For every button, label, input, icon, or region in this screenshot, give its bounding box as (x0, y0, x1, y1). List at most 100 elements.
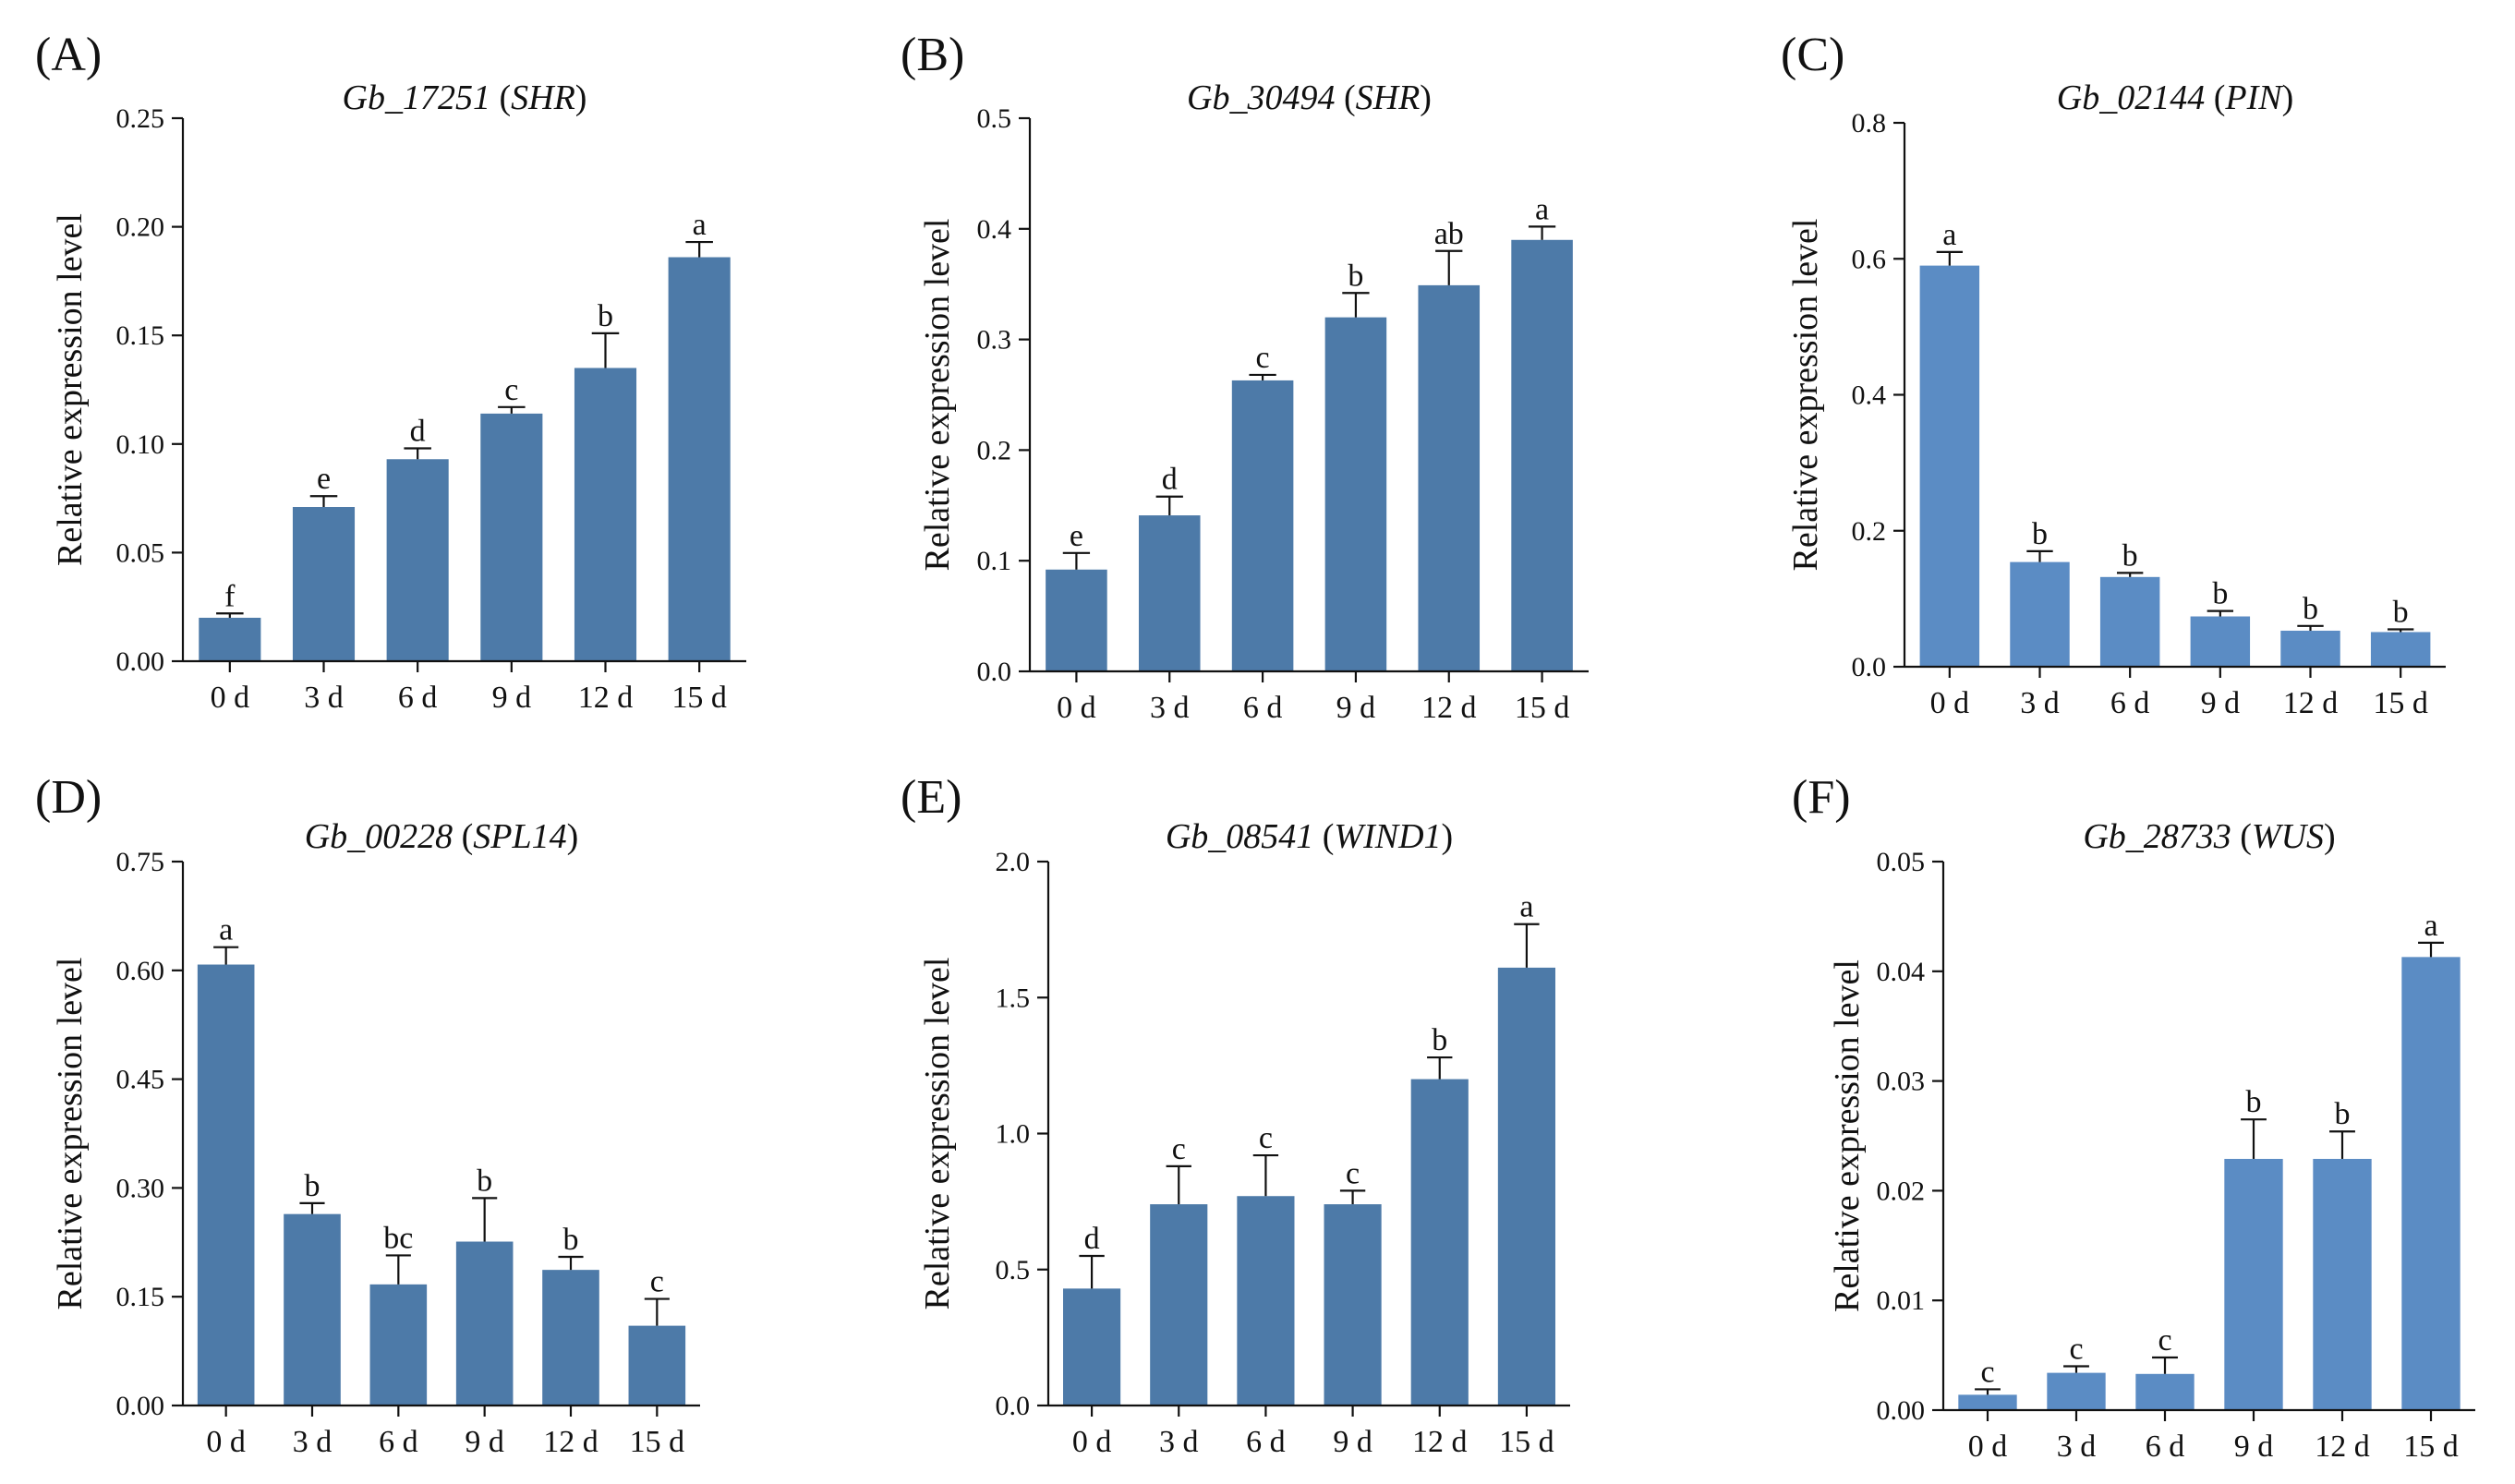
significance-letter: a (1942, 218, 1956, 252)
bar (2099, 576, 2160, 667)
significance-letter: d (410, 415, 426, 449)
significance-letter: b (563, 1223, 579, 1257)
title-paren-close: ) (575, 78, 587, 117)
chart-title: Gb_02144 (PIN) (2057, 78, 2293, 117)
y-tick-label: 0.30 (116, 1173, 165, 1203)
y-tick-label: 0.5 (996, 1255, 1031, 1285)
title-gene-id: Gb_00228 (305, 817, 462, 856)
bar (1958, 1394, 2017, 1410)
x-tick-label: 0 d (1072, 1425, 1112, 1459)
significance-letter: a (693, 208, 707, 242)
y-axis-label: Relative expression level (51, 958, 90, 1310)
y-tick-label: 0.2 (1852, 516, 1887, 547)
title-gene-name: WIND1 (1334, 817, 1441, 856)
panel-letter: (D) (35, 771, 102, 824)
bar (1150, 1204, 1208, 1406)
bar (1919, 265, 1980, 667)
y-tick-label: 0.05 (1877, 847, 1926, 877)
bar (2401, 957, 2461, 1410)
chart-panel-d: (D) Gb_00228 (SPL14) Relative expression l… (35, 771, 700, 1459)
title-paren-close: ) (2324, 817, 2336, 856)
bar (2135, 1373, 2195, 1410)
significance-letter: bc (383, 1221, 413, 1255)
x-tick-label: 12 d (2283, 686, 2339, 720)
x-tick-label: 9 d (465, 1425, 504, 1459)
y-axis-label: Relative expression level (1786, 219, 1825, 572)
significance-letter: b (2212, 577, 2228, 611)
significance-letter: c (2158, 1323, 2171, 1357)
bar (1324, 1204, 1382, 1406)
x-tick-label: 12 d (578, 681, 634, 715)
y-tick-label: 0.00 (116, 646, 165, 677)
y-tick-label: 0.75 (116, 847, 165, 877)
bar (668, 257, 731, 661)
bar (2047, 1372, 2106, 1410)
x-tick-label: 3 d (1150, 691, 1190, 725)
y-tick-label: 0.0 (996, 1391, 1031, 1421)
significance-letter: a (219, 913, 233, 947)
significance-letter: a (1535, 192, 1549, 226)
chart-title: Gb_30494 (SHR) (1187, 78, 1432, 117)
chart-title: Gb_17251 (SHR) (343, 78, 587, 117)
significance-letter: b (305, 1169, 320, 1203)
significance-letter: c (1256, 341, 1270, 375)
x-tick-label: 0 d (211, 681, 250, 715)
significance-letter: d (1162, 463, 1178, 497)
bar (199, 617, 261, 661)
y-tick-label: 1.5 (996, 983, 1031, 1013)
x-tick-label: 6 d (398, 681, 438, 715)
bar (455, 1241, 514, 1406)
x-tick-label: 15 d (630, 1425, 685, 1459)
x-tick-label: 0 d (1968, 1430, 2008, 1464)
bar (197, 964, 255, 1406)
significance-letter: c (1346, 1156, 1360, 1190)
bar (1418, 284, 1481, 671)
title-gene-id: Gb_17251 (343, 78, 500, 117)
bar (2224, 1158, 2283, 1410)
x-tick-label: 9 d (2234, 1430, 2274, 1464)
y-tick-label: 0.8 (1852, 108, 1887, 139)
x-tick-label: 15 d (2373, 686, 2428, 720)
title-paren-close: ) (1442, 817, 1454, 856)
y-tick-label: 0.45 (116, 1065, 165, 1095)
y-tick-label: 0.10 (116, 429, 165, 460)
y-tick-label: 0.1 (977, 546, 1012, 576)
y-tick-label: 0.60 (116, 956, 165, 986)
significance-letter: b (1348, 259, 1363, 293)
chart-title: Gb_08541 (WIND1) (1166, 817, 1453, 856)
bar (2370, 632, 2431, 667)
y-tick-label: 0.04 (1877, 957, 1926, 987)
chart-panel-f: (F) Gb_28733 (WUS) Relative expression lev… (1792, 771, 2475, 1464)
y-tick-label: 0.6 (1852, 244, 1887, 274)
bar (1231, 380, 1294, 671)
significance-letter: e (1070, 519, 1083, 553)
significance-letter: c (1980, 1355, 1994, 1389)
bar (574, 368, 637, 661)
title-gene-id: Gb_30494 (1187, 78, 1344, 117)
x-tick-label: 3 d (2057, 1430, 2097, 1464)
x-tick-label: 15 d (1499, 1425, 1554, 1459)
title-gene-id: Gb_28733 (2083, 817, 2240, 856)
title-gene-name: SHR (1356, 78, 1421, 117)
title-paren-open: ( (2214, 78, 2226, 117)
x-tick-label: 6 d (2110, 686, 2150, 720)
x-tick-label: 6 d (379, 1425, 418, 1459)
y-tick-label: 0.25 (116, 103, 165, 134)
bar (2010, 561, 2070, 667)
x-tick-label: 15 d (671, 681, 727, 715)
significance-letter: b (2393, 596, 2409, 630)
significance-letter: b (2032, 517, 2048, 551)
significance-letter: b (477, 1164, 492, 1198)
bar (1138, 515, 1201, 671)
bar (628, 1325, 686, 1406)
x-tick-label: 0 d (206, 1425, 246, 1459)
y-tick-label: 0.4 (977, 214, 1012, 245)
title-gene-name: PIN (2224, 78, 2284, 117)
bar (2190, 616, 2251, 667)
bar (1324, 317, 1387, 671)
x-tick-label: 6 d (2146, 1430, 2185, 1464)
x-tick-label: 3 d (2020, 686, 2060, 720)
significance-letter: b (2246, 1085, 2262, 1119)
panel-letter: (C) (1781, 29, 1844, 81)
